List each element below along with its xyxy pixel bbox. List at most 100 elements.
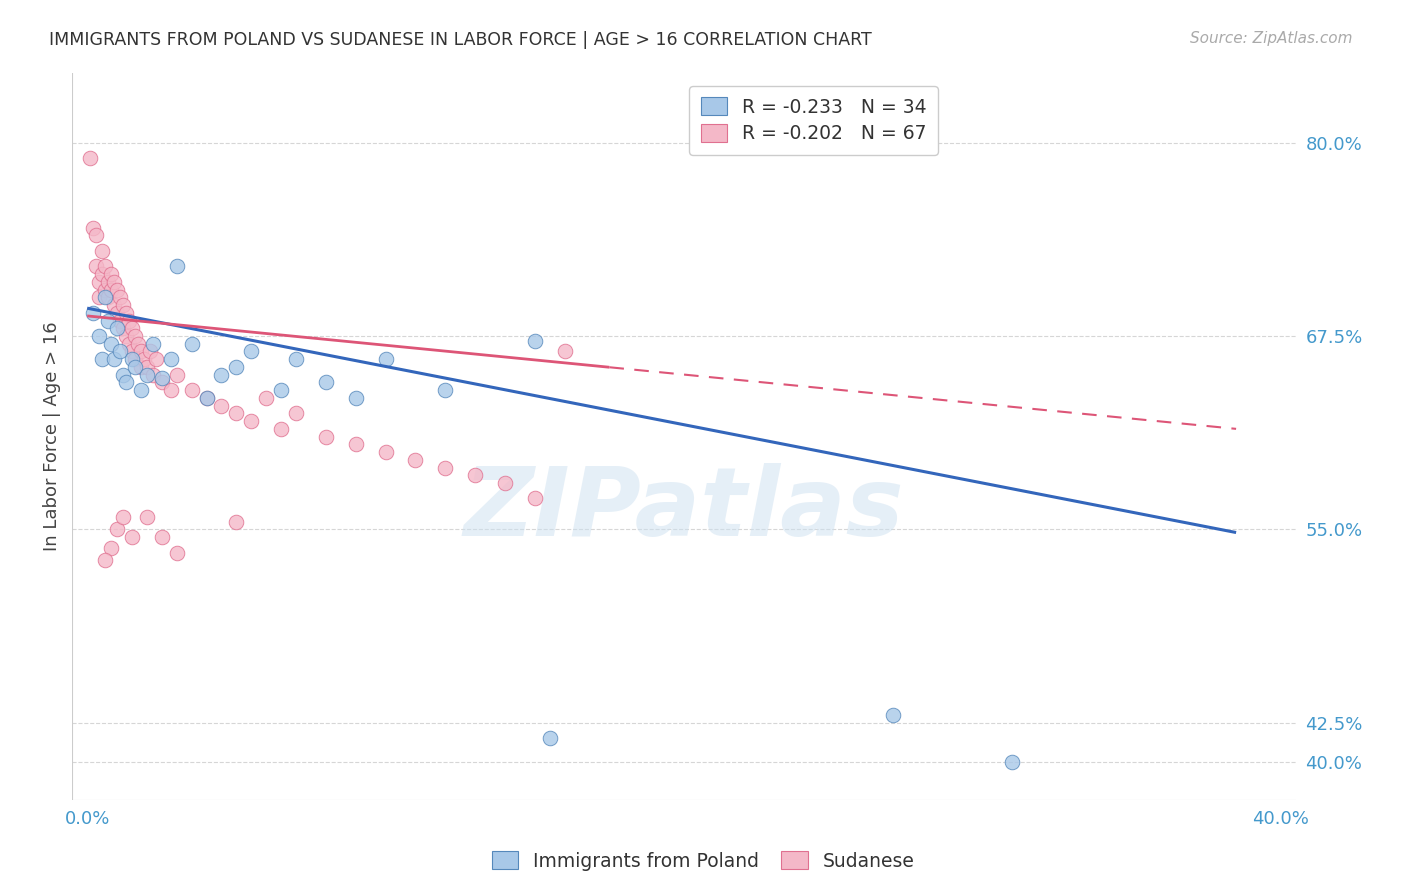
Point: [111, 510, 134, 524]
Point: [105, 306, 128, 320]
Point: [254, 391, 277, 405]
Point: [115, 329, 138, 343]
Point: [121, 352, 143, 367]
Point: [132, 352, 155, 367]
Point: [494, 476, 516, 491]
Point: [127, 336, 149, 351]
Point: [87, 290, 110, 304]
Point: [225, 359, 247, 374]
Point: [538, 731, 561, 746]
Point: [142, 336, 165, 351]
Point: [209, 368, 232, 382]
Point: [100, 267, 122, 281]
Point: [150, 371, 173, 385]
Point: [111, 368, 134, 382]
Y-axis label: In Labor Force | Age > 16: In Labor Force | Age > 16: [44, 322, 60, 551]
Point: [118, 336, 141, 351]
Point: [139, 344, 162, 359]
Point: [103, 275, 125, 289]
Point: [121, 530, 143, 544]
Point: [97, 275, 120, 289]
Point: [124, 329, 146, 343]
Point: [225, 515, 247, 529]
Point: [82, 220, 104, 235]
Point: [91, 244, 114, 258]
Point: [97, 313, 120, 327]
Point: [434, 460, 457, 475]
Point: [225, 406, 247, 420]
Point: [91, 352, 114, 367]
Point: [100, 541, 122, 555]
Point: [129, 359, 152, 374]
Point: [374, 352, 396, 367]
Point: [523, 334, 546, 348]
Point: [240, 344, 263, 359]
Point: [315, 429, 337, 443]
Point: [94, 290, 117, 304]
Point: [180, 336, 202, 351]
Point: [94, 283, 117, 297]
Point: [121, 321, 143, 335]
Point: [159, 383, 181, 397]
Point: [129, 383, 152, 397]
Point: [135, 510, 157, 524]
Point: [523, 491, 546, 506]
Point: [79, 151, 101, 165]
Point: [111, 298, 134, 312]
Point: [103, 352, 125, 367]
Point: [240, 414, 263, 428]
Point: [108, 290, 131, 304]
Point: [94, 260, 117, 274]
Point: [270, 422, 292, 436]
Point: [124, 359, 146, 374]
Point: [124, 352, 146, 367]
Point: [108, 344, 131, 359]
Point: [115, 306, 138, 320]
Text: ZIPatlas: ZIPatlas: [464, 463, 904, 556]
Point: [84, 228, 107, 243]
Point: [105, 523, 128, 537]
Point: [270, 383, 292, 397]
Point: [554, 344, 576, 359]
Point: [100, 283, 122, 297]
Point: [344, 391, 367, 405]
Point: [87, 275, 110, 289]
Point: [108, 313, 131, 327]
Point: [315, 376, 337, 390]
Point: [344, 437, 367, 451]
Point: [135, 368, 157, 382]
Point: [464, 468, 486, 483]
Point: [84, 260, 107, 274]
Point: [195, 391, 218, 405]
Point: [180, 383, 202, 397]
Point: [97, 290, 120, 304]
Point: [105, 283, 128, 297]
Point: [404, 452, 426, 467]
Point: [87, 329, 110, 343]
Point: [145, 352, 167, 367]
Point: [118, 313, 141, 327]
Point: [285, 352, 308, 367]
Point: [882, 708, 904, 723]
Point: [115, 376, 138, 390]
Point: [103, 298, 125, 312]
Point: [166, 368, 188, 382]
Point: [91, 267, 114, 281]
Point: [105, 321, 128, 335]
Point: [121, 344, 143, 359]
Legend: R = -0.233   N = 34, R = -0.202   N = 67: R = -0.233 N = 34, R = -0.202 N = 67: [689, 86, 938, 154]
Point: [150, 376, 173, 390]
Point: [434, 383, 457, 397]
Point: [1001, 755, 1024, 769]
Point: [150, 530, 173, 544]
Point: [374, 445, 396, 459]
Point: [159, 352, 181, 367]
Point: [82, 306, 104, 320]
Point: [209, 399, 232, 413]
Point: [129, 344, 152, 359]
Text: Source: ZipAtlas.com: Source: ZipAtlas.com: [1189, 31, 1353, 46]
Point: [100, 336, 122, 351]
Legend: Immigrants from Poland, Sudanese: Immigrants from Poland, Sudanese: [484, 844, 922, 878]
Point: [285, 406, 308, 420]
Point: [111, 321, 134, 335]
